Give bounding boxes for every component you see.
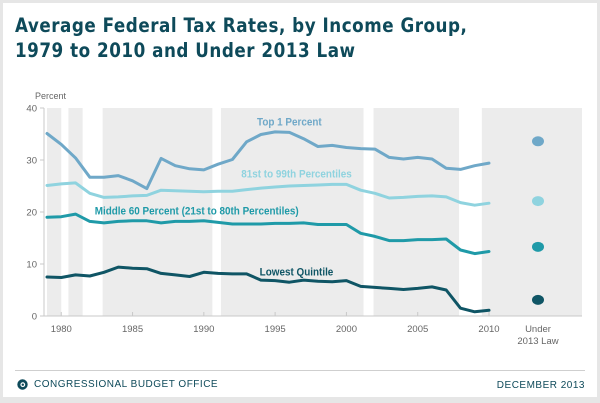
x-tick-label: 2010 <box>478 324 499 335</box>
under-2013-law-label: Under 2013 Law <box>517 324 558 347</box>
cbo-logo-icon <box>17 379 28 390</box>
x-tick-label: 1990 <box>193 324 214 335</box>
x-tick-label: 2005 <box>407 324 428 335</box>
under-2013-law-dots <box>532 136 544 305</box>
series-line-p81_99 <box>45 181 491 207</box>
y-tick-label: 40 <box>26 104 37 115</box>
series-lines <box>45 130 491 314</box>
x-tick-label: 2000 <box>336 324 357 335</box>
series-labels: Top 1 Percent 81st to 99th Percentiles Mid… <box>95 117 352 278</box>
dot-2013-law-middle60 <box>532 241 544 252</box>
axes: 0 10 20 30 40 1980 1985 1990 1995 2000 2005 2010 Und… <box>26 104 582 347</box>
dot-2013-law-p81_99 <box>532 196 544 207</box>
shaded-band <box>481 108 489 316</box>
x-tick-label: 1985 <box>122 324 143 335</box>
shaded-band <box>373 108 460 316</box>
shaded-band <box>68 108 83 316</box>
series-line-lowest <box>45 265 491 314</box>
dot-2013-law-lowest <box>532 294 544 305</box>
x-tick-label: 1995 <box>265 324 286 335</box>
series-label-p81_99: 81st to 99th Percentiles <box>241 169 352 181</box>
organization-name: CONGRESSIONAL BUDGET OFFICE <box>34 379 219 390</box>
x-tick-label: 1980 <box>51 324 72 335</box>
chart-card: Average Federal Tax Rates, by Income Gro… <box>3 3 597 397</box>
shaded-band <box>47 108 62 316</box>
series-label-lowest: Lowest Quintile <box>260 267 334 279</box>
dot-2013-law-top1 <box>532 136 544 147</box>
y-tick-label: 10 <box>26 260 37 271</box>
line-chart: 0 10 20 30 40 1980 1985 1990 1995 2000 2005 2010 Und… <box>26 91 582 347</box>
y-axis-label: Percent <box>35 91 67 101</box>
shaded-band <box>102 108 213 316</box>
footer-organization: CONGRESSIONAL BUDGET OFFICE <box>17 379 218 390</box>
series-label-middle60: Middle 60 Percent (21st to 80th Percenti… <box>95 206 299 218</box>
publication-date: DECEMBER 2013 <box>496 380 585 391</box>
series-label-top1: Top 1 Percent <box>257 117 322 129</box>
y-tick-label: 20 <box>26 208 37 219</box>
series-line-middle60 <box>45 212 491 256</box>
footer-divider <box>15 370 585 371</box>
chart-title: Average Federal Tax Rates, by Income Gro… <box>15 14 468 62</box>
y-tick-label: 0 <box>32 312 37 323</box>
series-line-top1 <box>45 130 491 191</box>
y-tick-label: 30 <box>26 156 37 167</box>
